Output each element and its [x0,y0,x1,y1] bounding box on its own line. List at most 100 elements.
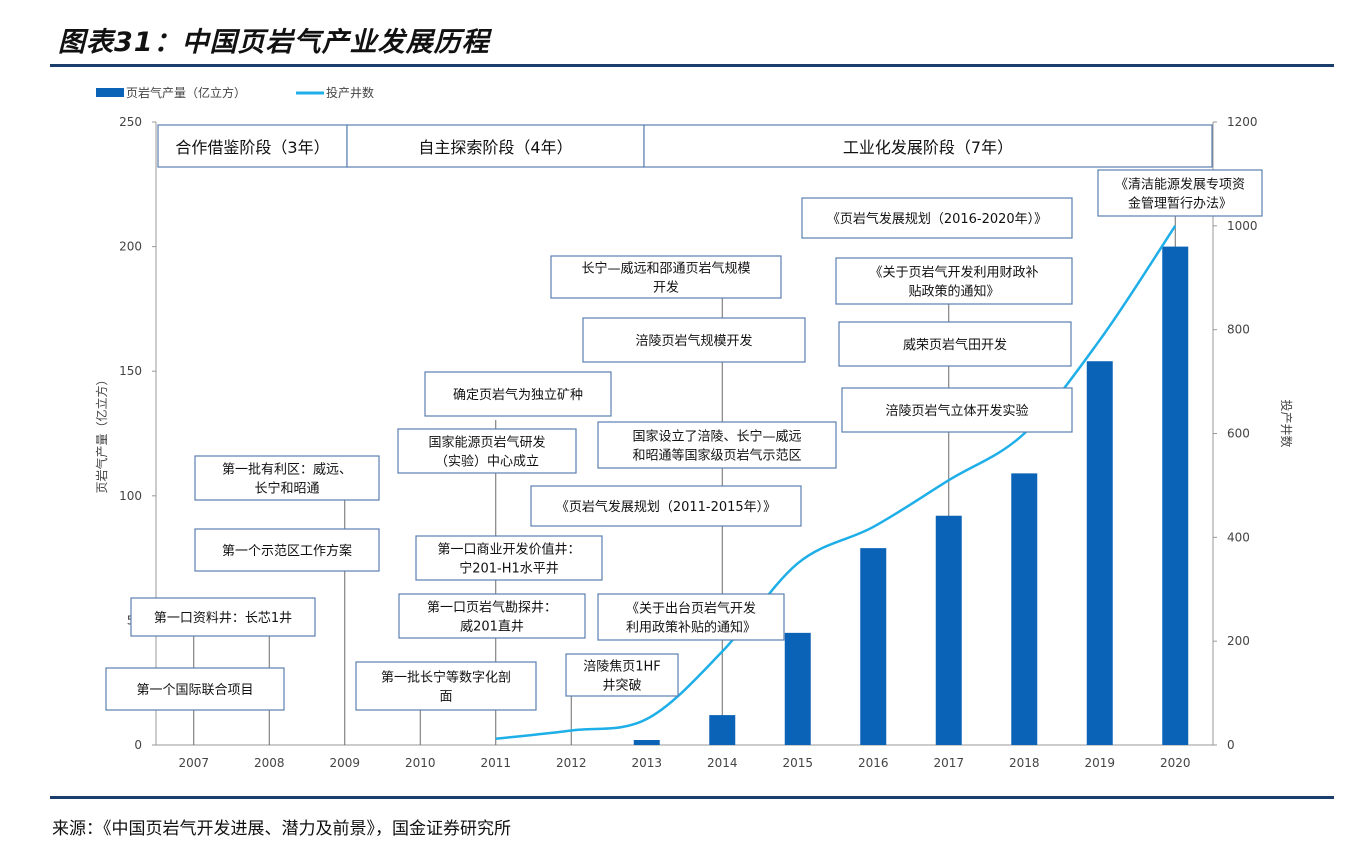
event-text-line: 威荣页岩气田开发 [903,337,1007,353]
right-tick-label: 600 [1227,427,1250,441]
event-text-line: 长宁—威远和邵通页岩气规模 [581,261,750,277]
x-tick-label: 2015 [782,756,813,770]
right-tick-label: 200 [1227,634,1250,648]
wells-line [495,225,1177,741]
source-divider [50,796,1334,799]
event-text-line: 涪陵页岩气立体开发实验 [885,403,1028,419]
event-text-line: 井突破 [602,678,641,694]
stage-box [643,124,1213,168]
event-text-line: 第一个国际联合项目 [136,683,253,698]
x-tick-label: 2016 [858,756,889,770]
event-text-line: 第一批有利区：威远、 [222,463,352,478]
event-box [582,317,806,363]
x-tick-label: 2007 [178,756,209,770]
production-bar [1162,246,1189,745]
event-box [841,387,1073,433]
event-text-line: 《清洁能源发展专项资 [1115,177,1245,193]
legend-bar-label: 页岩气产量（亿立方） [126,85,246,100]
right-tick-label: 0 [1227,738,1235,752]
stage-box [157,124,348,168]
event-box [801,197,1073,239]
event-text-line: 涪陵焦页1HF [583,660,661,675]
event-box [530,485,802,527]
event-text-line: 第一个示范区工作方案 [222,543,352,559]
event-text-line: 第一口页岩气勘探井： [427,600,557,616]
event-box [1097,169,1263,217]
event-text-line: 开发 [653,280,679,296]
right-tick-label: 1000 [1227,219,1258,233]
event-text-line: 利用政策补贴的通知》 [626,620,756,636]
right-tick-label: 1200 [1227,115,1258,129]
event-box [550,255,782,299]
left-tick-label: 200 [119,240,142,254]
production-bar [1011,473,1038,745]
right-tick-label: 800 [1227,323,1250,337]
shale-gas-chart: 0501001502002500200400600800100012002007… [94,85,1294,770]
stage-label: 工业化发展阶段（7年） [843,138,1013,157]
production-bar [1086,361,1113,745]
event-text-line: 国家设立了涪陵、长宁—威远 [632,429,801,445]
event-text-line: 威201直井 [460,620,524,635]
event-text-line: 第一口资料井：长芯1井 [154,611,292,626]
event-text-line: 《关于出台页岩气开发 [626,601,756,617]
event-text-line: 面 [439,690,452,705]
event-box [565,653,679,697]
event-text-line: 长宁和昭通 [254,481,319,497]
event-text-line: 贴政策的通知》 [908,284,999,300]
left-tick-label: 150 [119,364,142,378]
production-bar [709,715,736,745]
event-box [398,593,586,639]
event-box [597,593,785,641]
y2-axis-title: 投产井数 [1279,399,1294,447]
event-text-line: 《页岩气发展规划（2016-2020年）》 [827,211,1047,227]
event-text-line: 确定页岩气为独立矿种 [453,387,583,403]
event-box [194,455,380,501]
x-tick-label: 2020 [1160,756,1191,770]
production-bar [784,632,811,745]
x-tick-label: 2014 [707,756,738,770]
event-box [130,597,316,637]
stage-label: 自主探索阶段（4年） [418,138,572,157]
x-tick-label: 2010 [405,756,436,770]
event-box [415,535,603,581]
left-tick-label: 250 [119,115,142,129]
event-text-line: 第一批长宁等数字化剖 [381,670,511,686]
x-tick-label: 2019 [1084,756,1115,770]
x-tick-label: 2017 [933,756,964,770]
legend-line-label: 投产井数 [326,85,374,100]
production-bar [860,548,887,745]
source-note: 来源：《中国页岩气开发进展、潜力及前景》，国金证券研究所 [52,819,511,839]
production-bar [935,515,962,745]
event-text-line: 第一口商业开发价值井： [437,542,580,558]
left-tick-label: 0 [134,738,142,752]
x-tick-label: 2009 [329,756,360,770]
event-text-line: 国家能源页岩气研发 [428,435,545,451]
event-text-line: 和昭通等国家级页岩气示范区 [632,448,801,464]
event-text-line: 宁201-H1水平井 [459,561,559,577]
event-text-line: 《页岩气发展规划（2011-2015年）》 [556,499,776,515]
event-box [105,667,285,711]
title-divider [50,64,1334,67]
page-title: 图表31：中国页岩气产业发展历程 [58,27,490,58]
event-text-line: 《关于页岩气开发利用财政补 [869,265,1038,281]
event-text-line: 金管理暂行办法》 [1128,196,1232,212]
event-box [835,257,1073,305]
x-tick-label: 2018 [1009,756,1040,770]
event-box [424,371,612,417]
event-text-line: 涪陵页岩气规模开发 [635,333,752,349]
event-text-line: （实验）中心成立 [435,454,539,470]
legend-bar-swatch [96,88,124,97]
stage-box [346,124,645,168]
production-bar [633,740,660,745]
stage-label: 合作借鉴阶段（3年） [175,138,329,157]
event-box [355,661,537,711]
event-box [194,528,380,572]
x-tick-label: 2012 [556,756,587,770]
x-tick-label: 2008 [254,756,285,770]
right-tick-label: 400 [1227,530,1250,544]
event-box [397,428,577,474]
event-box [838,321,1072,367]
y-axis-title: 页岩气产量（亿立方） [94,373,109,493]
x-tick-label: 2013 [631,756,662,770]
x-tick-label: 2011 [480,756,511,770]
